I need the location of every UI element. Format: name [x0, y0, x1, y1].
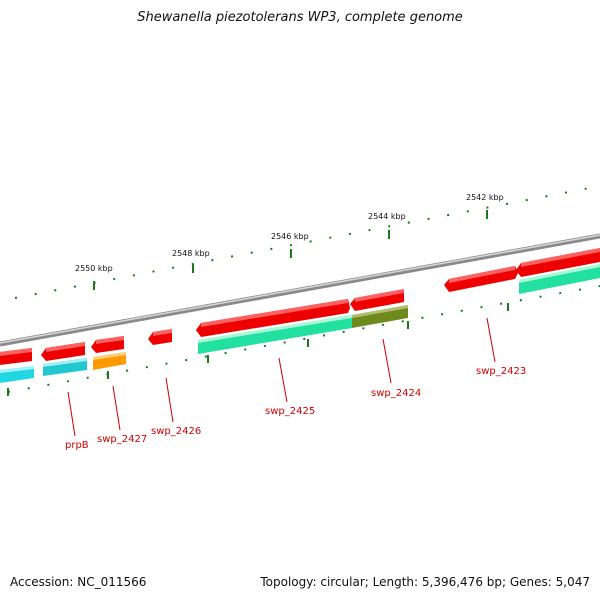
cds-bar — [519, 264, 600, 294]
map-title: Shewanella piezotolerans WP3, complete g… — [137, 10, 463, 25]
inner-major-ticks — [7, 303, 509, 396]
cds-features — [0, 264, 600, 383]
outer-major-ticks — [93, 210, 488, 290]
scale-label-2550: 2550 kbp — [75, 264, 113, 273]
scale-label-2542: 2542 kbp — [466, 193, 504, 202]
genome-backbone — [0, 233, 600, 347]
label-leaders — [67, 317, 496, 437]
scale-label-2546: 2546 kbp — [271, 232, 309, 241]
gene-label-swp-2423: swp_2423 — [476, 366, 526, 377]
gene-label-swp-2426: swp_2426 — [151, 426, 201, 437]
cds-bar — [198, 315, 352, 354]
gene-label-swp-2427: swp_2427 — [97, 434, 147, 445]
gene-label-prpb: prpB — [65, 440, 89, 451]
gene-label-swp-2424: swp_2424 — [371, 388, 421, 399]
scale-label-2548: 2548 kbp — [172, 249, 210, 258]
cds-bar — [352, 305, 408, 328]
scale-label-2544: 2544 kbp — [368, 212, 406, 221]
accession-text: Accession: NC_011566 — [10, 575, 147, 589]
topology-text: Topology: circular; Length: 5,396,476 bp… — [260, 575, 590, 589]
forward-genes — [0, 248, 600, 365]
outer-tick-row — [14, 185, 600, 299]
inner-tick-row — [7, 285, 600, 393]
gene-label-swp-2425: swp_2425 — [265, 406, 315, 417]
